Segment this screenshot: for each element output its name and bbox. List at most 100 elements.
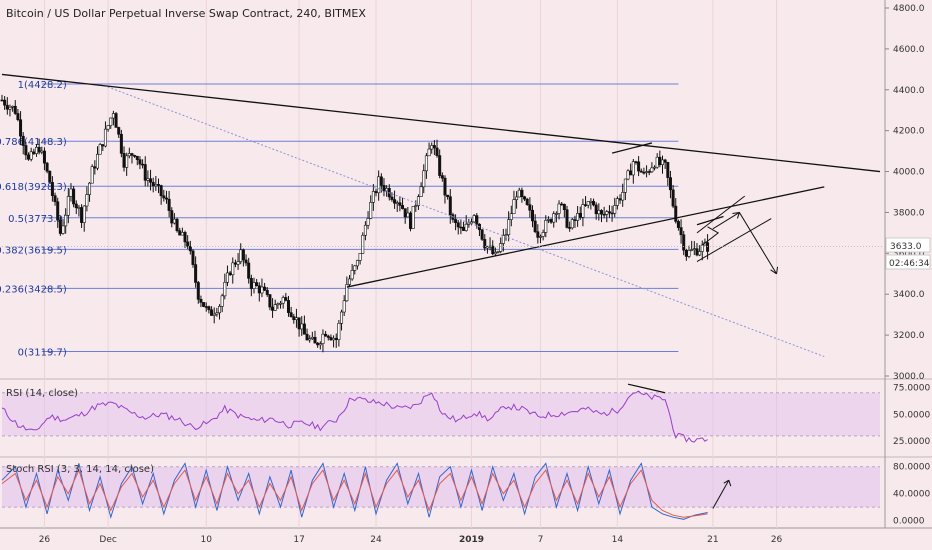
candle-body xyxy=(247,262,251,279)
candle-body xyxy=(279,302,283,305)
candle-body xyxy=(305,333,309,341)
candle-body xyxy=(138,159,142,165)
candle-body xyxy=(88,182,92,195)
stoch-tick-label: 40.0000 xyxy=(893,490,930,500)
price-tick-label: 3400.0 xyxy=(893,290,925,300)
arrow-down-icon xyxy=(770,266,779,275)
candle-body xyxy=(361,234,365,254)
candle-body xyxy=(48,170,52,183)
candle-body xyxy=(470,221,474,224)
candle-body xyxy=(536,231,540,238)
candle-body xyxy=(618,198,622,201)
fib-level-label: 0.618(3928.3) xyxy=(0,182,67,193)
candle-body xyxy=(202,302,206,307)
candle-body xyxy=(562,203,566,211)
candle-body xyxy=(326,335,330,338)
axes: 4800.0 4600.0 4400.0 4200.0 4000.0 3800.0 3600… xyxy=(39,4,925,545)
stoch-tick-label: 0.0000 xyxy=(893,517,925,527)
candle-body xyxy=(369,202,373,219)
candle-body xyxy=(443,177,447,196)
candle-body xyxy=(544,220,548,233)
trend-lines[interactable] xyxy=(1,73,885,358)
candle-body xyxy=(440,175,444,179)
candle-body xyxy=(666,162,670,178)
candle-body xyxy=(212,313,216,316)
rsi-divergence-line[interactable] xyxy=(627,383,666,394)
candle-body xyxy=(629,170,633,176)
candle-body xyxy=(538,236,542,238)
trend-line[interactable] xyxy=(1,73,881,173)
candle-body xyxy=(658,156,662,165)
candle-body xyxy=(512,199,516,215)
candle-body xyxy=(454,219,458,224)
diagonal-dotted-line[interactable] xyxy=(99,83,825,358)
candle-body xyxy=(24,145,28,156)
candle-body xyxy=(586,201,590,206)
zigzag-path[interactable] xyxy=(701,226,720,246)
candle-body xyxy=(225,272,229,283)
candle-body xyxy=(313,336,317,344)
candle-body xyxy=(430,145,434,150)
candle-body xyxy=(475,215,479,225)
candle-body xyxy=(607,211,611,214)
time-tick-label: Dec xyxy=(99,535,116,545)
countdown-value: 02:46:34 xyxy=(889,259,930,269)
arrow-up-icon xyxy=(723,479,732,487)
trend-line[interactable] xyxy=(611,142,653,154)
candle-body xyxy=(626,170,630,180)
candle-body xyxy=(236,261,240,265)
candle-body xyxy=(300,323,304,330)
candle-body xyxy=(162,195,166,199)
candle-body xyxy=(316,342,320,346)
candle-body xyxy=(427,148,431,157)
candle-body xyxy=(621,192,625,201)
candle-body xyxy=(504,234,508,236)
candle-body xyxy=(541,232,545,237)
candle-body xyxy=(268,294,272,308)
candle-body xyxy=(154,184,158,187)
price-tick-label: 3200.0 xyxy=(893,331,925,341)
stoch-arrow-line[interactable] xyxy=(712,479,730,509)
channel-line[interactable] xyxy=(696,218,772,262)
price-tick-label: 4000.0 xyxy=(893,168,925,178)
candle-body xyxy=(554,213,558,215)
candle-body xyxy=(424,155,428,172)
candle-body xyxy=(528,204,532,211)
candle-body xyxy=(334,337,338,340)
candle-body xyxy=(350,270,354,280)
candle-body xyxy=(549,219,553,223)
candle-body xyxy=(3,99,7,106)
candle-body xyxy=(642,171,646,174)
candle-body xyxy=(565,209,569,228)
candle-body xyxy=(249,278,253,289)
candle-body xyxy=(50,182,54,196)
candle-body xyxy=(19,119,23,137)
candle-body xyxy=(509,213,513,220)
time-tick-label: 10 xyxy=(201,535,213,545)
price-tick-label: 4400.0 xyxy=(893,86,925,96)
candle-body xyxy=(103,128,107,147)
candle-body xyxy=(395,202,399,205)
candle-body xyxy=(146,178,150,181)
candle-body xyxy=(403,208,407,218)
candle-body xyxy=(531,209,535,222)
fib-retracement[interactable]: 1(4428.2) 0.786(4148.3) 0.618(3928.3) 0.5(3… xyxy=(0,80,679,359)
candle-body xyxy=(594,204,598,215)
candle-body xyxy=(204,306,208,308)
candle-body xyxy=(692,248,696,250)
rsi-tick-label: 50.0000 xyxy=(893,410,930,420)
candle-body xyxy=(252,282,256,289)
candle-body xyxy=(573,219,577,221)
candle-body xyxy=(37,146,41,153)
channel-line[interactable] xyxy=(696,195,746,234)
trend-line[interactable] xyxy=(696,215,724,226)
candle-body xyxy=(631,161,635,176)
candle-body xyxy=(520,189,524,197)
candle-body xyxy=(483,239,487,249)
trend-line[interactable] xyxy=(346,186,825,288)
candle-body xyxy=(61,225,65,234)
candle-body xyxy=(414,205,418,207)
candle-body xyxy=(355,260,359,267)
candle-body xyxy=(21,135,25,146)
